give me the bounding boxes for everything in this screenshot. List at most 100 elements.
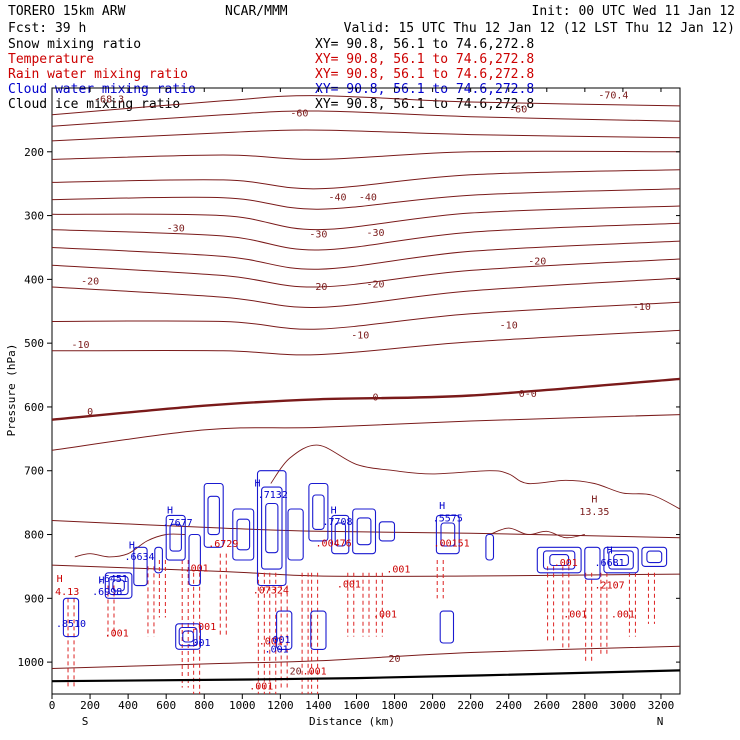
cloud-water-cell-15	[485, 533, 495, 561]
contour-label: H	[129, 540, 135, 551]
legend: Snow mixing ratio XY= 90.8, 56.1 to 74.6…	[8, 37, 534, 112]
temperature-contour-7	[52, 222, 680, 251]
cloud-water-cell-5	[188, 533, 201, 587]
contour-label: H	[98, 576, 104, 587]
cloud-water-cell-21	[310, 610, 327, 650]
legend-label-temperature: Temperature	[8, 52, 94, 67]
contour-label: H	[57, 574, 63, 585]
contour-label: .00151	[434, 539, 470, 550]
temperature-contour-4	[52, 169, 680, 190]
rain-column-16	[547, 566, 555, 643]
contour-label: 13.35	[579, 507, 609, 518]
contour-label: .001	[386, 565, 410, 576]
contour-label: H	[331, 505, 337, 516]
cloud-water-cell-23	[439, 610, 455, 644]
contour-label: .001	[337, 579, 361, 590]
plot-frame	[51, 87, 681, 695]
x-end-label-north: N	[657, 715, 664, 728]
temperature-contour-9	[52, 258, 680, 288]
contour-label: 0-0	[519, 389, 537, 400]
contour-label: .001	[373, 609, 397, 620]
plot-content: -60 -60 -40 -40 -30 -30 -30 -20 -20 -20 -20 -10 -10 -…	[52, 91, 680, 694]
rain-column-13	[362, 572, 370, 637]
contour-label: .8510	[56, 619, 86, 630]
y-tick-label: 600	[24, 401, 44, 414]
rain-column-21	[647, 572, 655, 624]
y-tick-label: 400	[24, 273, 44, 286]
legend-xy-cloud-water: XY= 90.8, 56.1 to 74.6,272.8	[315, 82, 534, 97]
temperature-contour-0	[52, 95, 680, 116]
contour-label: .001	[611, 609, 635, 620]
x-tick-label: 200	[80, 699, 100, 712]
x-tick-label: 2200	[457, 699, 484, 712]
cloud-water-cell-19	[641, 546, 668, 567]
contour-label: 20	[388, 654, 400, 665]
rain-column-0	[67, 598, 75, 688]
axes-layer: 0 200 400 600 800 1000 1200 1400 1600 1800 2000 220…	[18, 88, 680, 712]
contour-label: .001	[249, 681, 273, 692]
temperature-contour-12	[52, 329, 680, 356]
terrain-contour-0	[270, 444, 680, 510]
contour-label: .6451	[98, 574, 128, 585]
rain-column-8	[269, 572, 277, 694]
contour-label: -30	[167, 223, 185, 234]
y-tick-label: 200	[24, 146, 44, 159]
temperature-contour-10	[52, 277, 680, 308]
y-tick-label: 500	[24, 337, 44, 350]
contour-label: .001	[266, 635, 290, 646]
contour-label: -20	[309, 282, 327, 293]
contour-label: .001	[192, 622, 216, 633]
contour-label: -30	[309, 230, 327, 241]
contour-label: -40	[328, 193, 346, 204]
legend-label-rain: Rain water mixing ratio	[8, 67, 188, 82]
cloud-water-cell-3	[154, 546, 163, 574]
cloud-water-cell-8	[256, 470, 287, 587]
temperature-contour-5	[52, 188, 680, 210]
contour-label: .7132	[258, 490, 288, 501]
rain-column-15	[436, 560, 444, 599]
legend-xy-cloud-ice: XY= 90.8, 56.1 to 74.6,272.8	[315, 97, 534, 112]
contour-label: .6998	[92, 587, 122, 598]
ground-line	[52, 669, 680, 683]
contour-label: -20	[528, 257, 546, 268]
legend-label-cloud-water: Cloud water mixing ratio	[8, 82, 196, 97]
contour-label: H	[591, 494, 597, 505]
contour-label: -20	[366, 280, 384, 291]
temperature-contour-16	[52, 564, 680, 577]
contour-label: .07324	[253, 586, 289, 597]
y-tick-label: 800	[24, 529, 44, 542]
x-tick-label: 2000	[419, 699, 446, 712]
cloud-water-cell-14	[435, 514, 460, 555]
x-tick-label: 3000	[610, 699, 637, 712]
cloud-water-cell-10	[308, 482, 329, 542]
temperature-contour-3	[52, 150, 680, 160]
x-tick-label: 2800	[572, 699, 599, 712]
rain-column-11	[311, 572, 319, 694]
y-tick-label: 700	[24, 465, 44, 478]
valid-time: Valid: 15 UTC Thu 12 Jan 12 (12 LST Thu …	[344, 21, 735, 36]
rain-column-18	[585, 572, 593, 663]
contour-label: .001	[185, 563, 209, 574]
temperature-contour-14	[52, 414, 680, 451]
x-tick-label: 1000	[229, 699, 256, 712]
rain-column-6	[219, 553, 227, 637]
temperature-contour-1	[52, 110, 680, 127]
contour-label: -10	[351, 331, 369, 342]
contour-label: 0	[372, 392, 378, 403]
contour-label: .001	[259, 637, 283, 648]
contour-label: .2107	[595, 581, 625, 592]
contour-label: -10	[500, 320, 518, 331]
rain-column-14	[375, 572, 383, 637]
rain-column-20	[628, 572, 636, 637]
y-tick-label: 900	[24, 592, 44, 605]
contour-label: H	[439, 501, 445, 512]
temperature-contour-13	[52, 377, 680, 421]
contour-label: .7708	[322, 517, 352, 528]
x-tick-label: 0	[49, 699, 56, 712]
legend-label-snow: Snow mixing ratio	[8, 37, 141, 52]
contour-label: -70.4	[598, 91, 628, 102]
cloud-water-cell-22	[175, 623, 201, 650]
init-time: Init: 00 UTC Wed 11 Jan 12	[532, 4, 736, 19]
x-tick-label: 2400	[495, 699, 522, 712]
